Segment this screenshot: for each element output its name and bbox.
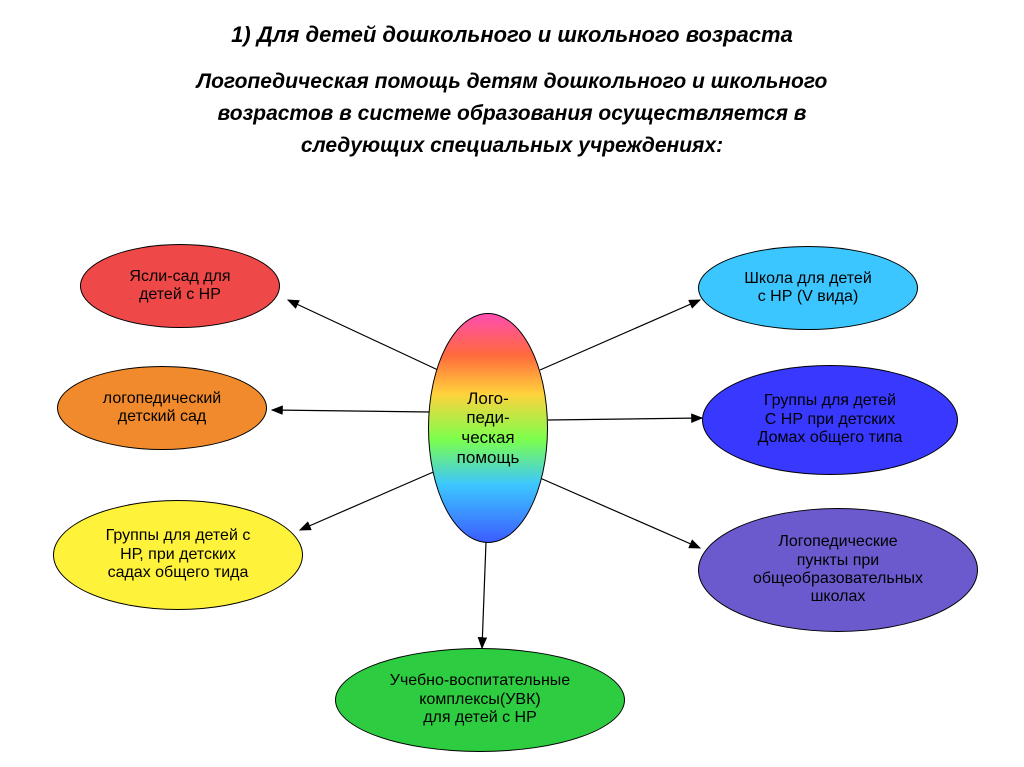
node-n6: Группы для детей С НР при детских Домах … bbox=[702, 365, 958, 475]
center-node: Лого- педи- ческая помощь bbox=[428, 313, 548, 543]
center-node-label: Лого- педи- ческая помощь bbox=[457, 389, 520, 467]
arrow-2 bbox=[300, 470, 438, 530]
node-label-n4: Учебно-воспитательные комплексы(УВК) для… bbox=[390, 672, 570, 727]
arrow-6 bbox=[540, 478, 700, 548]
arrow-5 bbox=[548, 418, 702, 420]
node-n4: Учебно-воспитательные комплексы(УВК) для… bbox=[335, 648, 625, 752]
node-label-n1: Ясли-сад для детей с НР bbox=[129, 268, 230, 305]
node-n3: Группы для детей с НР, при детских садах… bbox=[53, 500, 303, 610]
arrow-3 bbox=[482, 542, 486, 648]
node-label-n5: Школа для детей с НР (V вида) bbox=[744, 270, 872, 307]
node-n2: логопедический детский сад bbox=[57, 366, 267, 450]
arrow-4 bbox=[540, 300, 700, 370]
node-label-n3: Группы для детей с НР, при детских садах… bbox=[106, 527, 251, 582]
node-label-n2: логопедический детский сад bbox=[103, 390, 221, 427]
arrow-1 bbox=[272, 410, 430, 412]
node-n5: Школа для детей с НР (V вида) bbox=[698, 246, 918, 330]
subtitle-line-1: Логопедическая помощь детям дошкольного … bbox=[0, 70, 1024, 94]
subtitle-line-3: следующих специальных учреждениях: bbox=[0, 134, 1024, 158]
arrow-0 bbox=[288, 300, 438, 370]
page-title: 1) Для детей дошкольного и школьного воз… bbox=[0, 22, 1024, 48]
node-label-n7: Логопедические пункты при общеобразовате… bbox=[753, 533, 923, 607]
node-n1: Ясли-сад для детей с НР bbox=[80, 244, 280, 328]
node-n7: Логопедические пункты при общеобразовате… bbox=[698, 508, 978, 632]
subtitle-line-2: возрастов в системе образования осуществ… bbox=[0, 102, 1024, 126]
node-label-n6: Группы для детей С НР при детских Домах … bbox=[758, 392, 903, 447]
